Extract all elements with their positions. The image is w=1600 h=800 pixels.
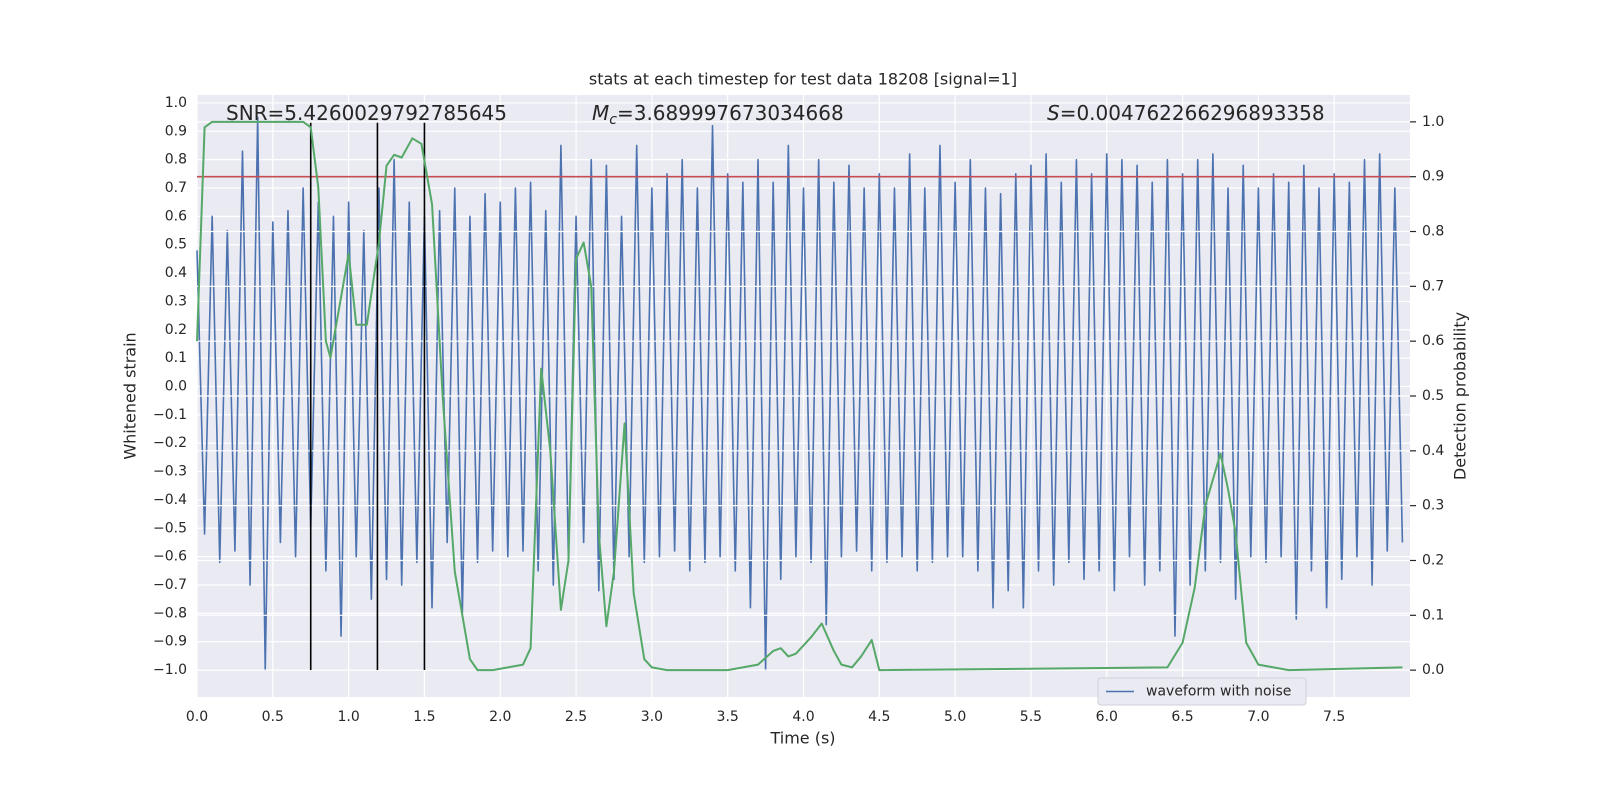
y2-tick-label: 0.8 <box>1422 224 1444 240</box>
y-tick-label: 0.0 <box>165 379 187 395</box>
x-tick-label: 3.0 <box>641 709 663 725</box>
annotation-symbol: S <box>1047 101 1060 125</box>
x-tick-label: 2.5 <box>565 709 587 725</box>
x-tick-label: 4.0 <box>792 709 814 725</box>
x-tick-label: 5.0 <box>944 709 966 725</box>
y-tick-label: −0.3 <box>153 464 187 480</box>
x-tick-label: 1.0 <box>337 709 359 725</box>
legend-box <box>1097 677 1307 706</box>
y-tick-label: −0.1 <box>153 407 187 423</box>
y-tick-label: 0.5 <box>165 237 187 253</box>
y-tick-label: 0.6 <box>165 208 187 224</box>
y2-tick-label: 0.0 <box>1422 662 1444 678</box>
annotation: Mc=3.689997673034668 <box>592 101 844 129</box>
y-tick-label: 0.8 <box>165 152 187 168</box>
y2-axis-label: Detection probability <box>1451 312 1470 480</box>
y2-tick-label: 0.7 <box>1422 278 1444 294</box>
y2-tick-label: 0.9 <box>1422 169 1444 185</box>
y-tick-label: −0.6 <box>153 549 187 565</box>
annotation: SNR=5.4260029792785645 <box>226 101 507 125</box>
y-tick-label: −1.0 <box>153 662 187 678</box>
y2-tick-label: 0.6 <box>1422 333 1444 349</box>
x-tick-label: 5.5 <box>1020 709 1042 725</box>
x-tick-label: 6.5 <box>1171 709 1193 725</box>
x-tick-label: 6.0 <box>1096 709 1118 725</box>
x-tick-label: 1.5 <box>413 709 435 725</box>
x-tick-label: 7.0 <box>1247 709 1269 725</box>
x-tick-label: 2.0 <box>489 709 511 725</box>
annotation-text: =0.004762266296893358 <box>1060 101 1325 125</box>
waveform-line <box>196 116 1404 671</box>
y-tick-label: 0.7 <box>165 180 187 196</box>
y2-tick-label: 0.4 <box>1422 443 1444 459</box>
x-tick-label: 3.5 <box>717 709 739 725</box>
y-tick-label: −0.8 <box>153 605 187 621</box>
y-tick-label: −0.5 <box>153 520 187 536</box>
y-tick-label: −0.9 <box>153 634 187 650</box>
annotation-text: SNR=5.4260029792785645 <box>226 101 507 125</box>
annotation-symbol: M <box>592 101 609 125</box>
y-tick-label: 0.9 <box>165 123 187 139</box>
y2-tick-label: 0.3 <box>1422 498 1444 514</box>
x-tick-label: 7.5 <box>1323 709 1345 725</box>
y-tick-label: 0.1 <box>165 350 187 366</box>
y-axis-label: Whitened strain <box>121 332 140 459</box>
x-axis-label: Time (s) <box>769 729 835 748</box>
y-tick-label: 0.3 <box>165 293 187 309</box>
y2-tick-label: 0.5 <box>1422 388 1444 404</box>
annotation: S=0.004762266296893358 <box>1047 101 1325 125</box>
y2-tick-label: 0.2 <box>1422 552 1444 568</box>
y2-tick-label: 0.1 <box>1422 607 1444 623</box>
chart-title: stats at each timestep for test data 182… <box>589 70 1017 89</box>
annotation-subscript: c <box>609 112 617 128</box>
y-tick-label: 1.0 <box>165 95 187 111</box>
x-tick-label: 4.5 <box>868 709 890 725</box>
annotation-text: =3.689997673034668 <box>617 101 844 125</box>
y-tick-label: −0.2 <box>153 435 187 451</box>
legend-label: waveform with noise <box>1146 684 1291 700</box>
y-tick-label: −0.4 <box>153 492 187 508</box>
y-tick-label: 0.4 <box>165 265 187 281</box>
y2-tick-label: 1.0 <box>1422 114 1444 130</box>
x-tick-label: 0.0 <box>186 709 208 725</box>
x-tick-label: 0.5 <box>262 709 284 725</box>
y-tick-label: −0.7 <box>153 577 187 593</box>
probability-line <box>196 120 1403 672</box>
y-tick-label: 0.2 <box>165 322 187 338</box>
